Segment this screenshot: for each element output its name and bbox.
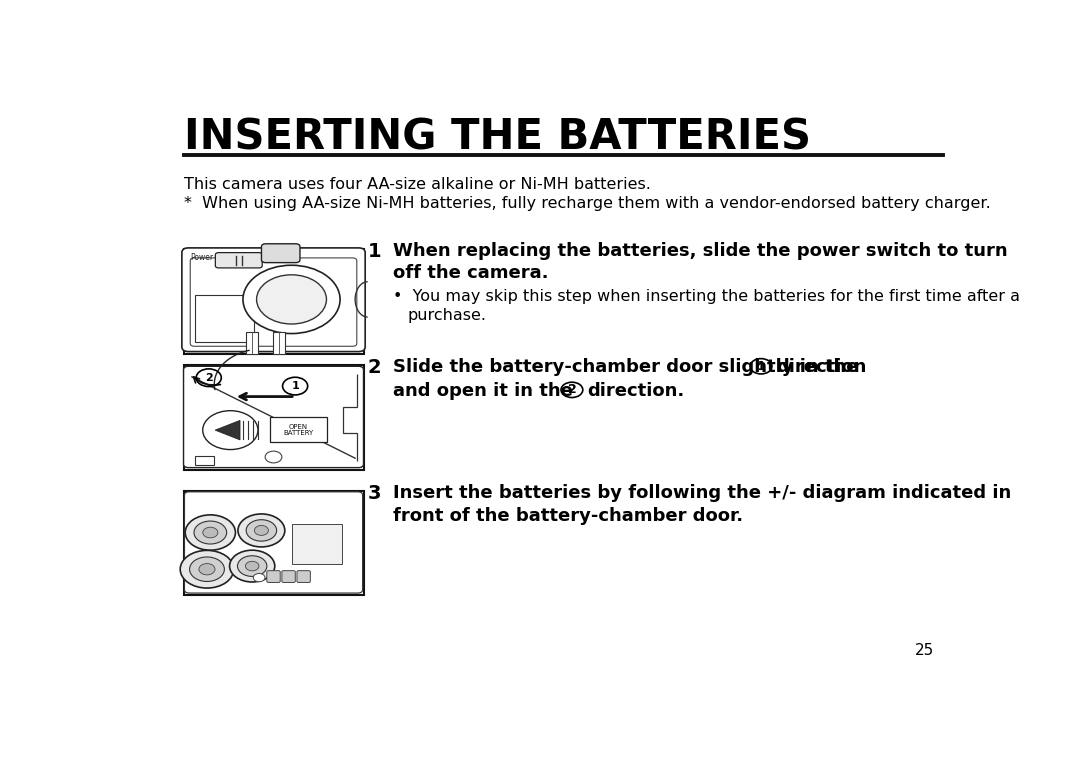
Circle shape <box>254 574 265 581</box>
FancyBboxPatch shape <box>190 258 356 347</box>
FancyBboxPatch shape <box>181 248 365 352</box>
Text: ▽: ▽ <box>288 314 294 321</box>
Circle shape <box>266 451 282 463</box>
Text: *  When using AA-size Ni-MH batteries, fully recharge them with a vendor-endorse: * When using AA-size Ni-MH batteries, fu… <box>184 196 990 211</box>
Circle shape <box>255 526 269 536</box>
Circle shape <box>194 521 227 544</box>
Bar <box>184 249 364 354</box>
Bar <box>273 331 285 354</box>
Bar <box>246 331 258 354</box>
Circle shape <box>238 555 267 576</box>
FancyBboxPatch shape <box>215 252 262 268</box>
Circle shape <box>180 550 233 588</box>
Bar <box>270 417 327 441</box>
Bar <box>195 456 214 465</box>
Circle shape <box>238 514 285 547</box>
Text: 1: 1 <box>292 381 299 391</box>
Text: and open it in the: and open it in the <box>393 382 572 399</box>
Text: 2: 2 <box>567 383 577 396</box>
Bar <box>184 365 364 470</box>
Text: ◁: ◁ <box>264 296 269 302</box>
Text: off the camera.: off the camera. <box>393 265 549 282</box>
Text: direction.: direction. <box>588 382 685 399</box>
Text: T: T <box>312 295 318 304</box>
Text: This camera uses four AA-size alkaline or Ni-MH batteries.: This camera uses four AA-size alkaline o… <box>184 177 650 192</box>
Polygon shape <box>215 421 240 440</box>
FancyBboxPatch shape <box>297 571 310 582</box>
FancyBboxPatch shape <box>184 366 364 467</box>
Bar <box>292 524 342 564</box>
Circle shape <box>245 562 259 571</box>
Circle shape <box>186 515 235 550</box>
Text: W: W <box>265 295 272 304</box>
Text: ▶: ▶ <box>225 257 230 263</box>
FancyBboxPatch shape <box>261 244 300 262</box>
Text: Insert the batteries by following the +/- diagram indicated in: Insert the batteries by following the +/… <box>393 483 1011 502</box>
Circle shape <box>243 265 340 334</box>
Circle shape <box>203 411 258 450</box>
Text: purchase.: purchase. <box>408 308 487 323</box>
Text: ▷: ▷ <box>314 296 320 302</box>
Text: •  You may skip this step when inserting the batteries for the first time after : • You may skip this step when inserting … <box>393 289 1020 304</box>
Text: 25: 25 <box>915 643 934 659</box>
Text: △: △ <box>288 278 294 285</box>
Text: 2: 2 <box>205 373 213 382</box>
Text: Slide the battery-chamber door slightly in the: Slide the battery-chamber door slightly … <box>393 358 859 376</box>
Text: front of the battery-chamber door.: front of the battery-chamber door. <box>393 507 743 525</box>
FancyBboxPatch shape <box>282 571 295 582</box>
Text: BATTERY: BATTERY <box>283 430 313 436</box>
Text: Power: Power <box>190 253 214 262</box>
Text: INSERTING THE BATTERIES: INSERTING THE BATTERIES <box>184 116 811 158</box>
Bar <box>195 295 254 342</box>
Bar <box>184 490 364 595</box>
Text: 2: 2 <box>367 358 381 377</box>
Circle shape <box>257 275 326 324</box>
Text: 1: 1 <box>757 360 766 373</box>
Text: OPEN: OPEN <box>288 424 308 430</box>
Circle shape <box>246 519 276 541</box>
FancyBboxPatch shape <box>267 571 280 582</box>
Text: When replacing the batteries, slide the power switch to turn: When replacing the batteries, slide the … <box>393 242 1008 260</box>
Circle shape <box>199 564 215 575</box>
Text: 1: 1 <box>367 242 381 261</box>
Text: direction: direction <box>777 358 866 376</box>
Circle shape <box>203 527 218 538</box>
Circle shape <box>230 550 274 582</box>
Circle shape <box>190 557 225 581</box>
Text: 3: 3 <box>367 483 381 503</box>
